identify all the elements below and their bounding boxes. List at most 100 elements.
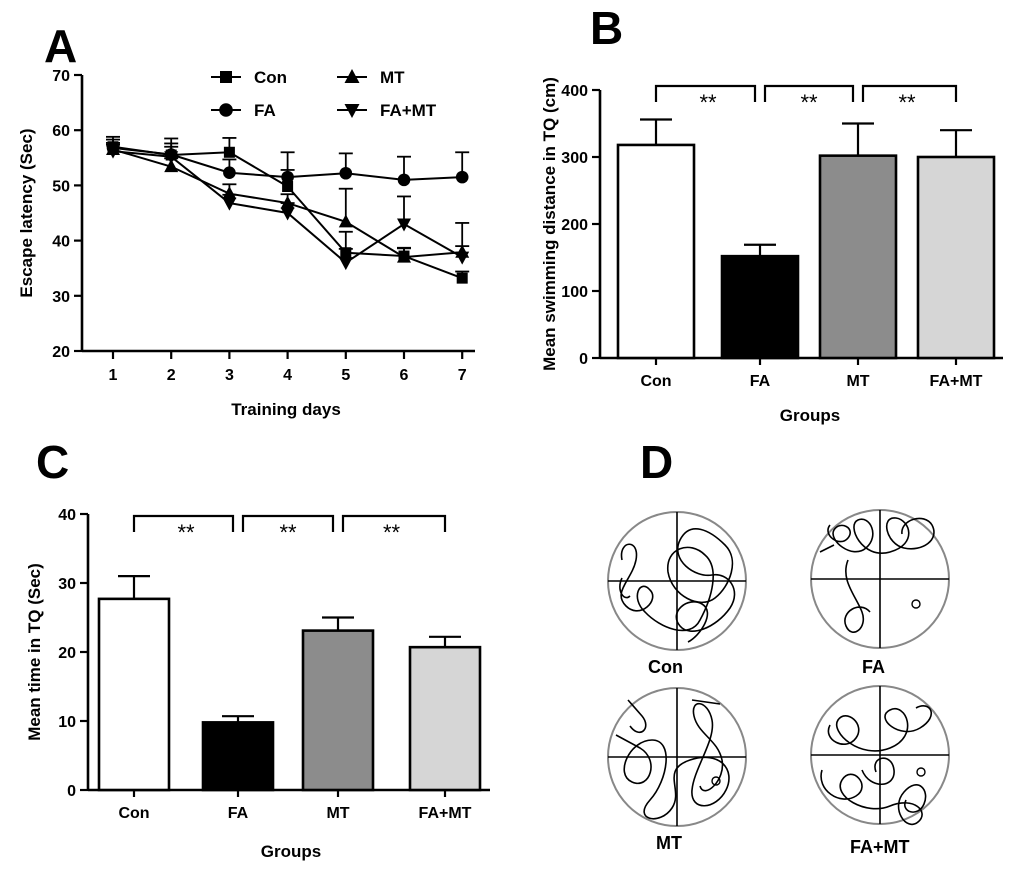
bar-mt xyxy=(818,154,898,360)
time-in-tq-chart: 0 10 20 30 40 Con FA MT FA+MT ** ** ** Groups Mean ti… xyxy=(25,507,490,861)
y-tick-label: 40 xyxy=(52,234,70,251)
legend-item: Con xyxy=(211,68,287,87)
x-tick-label: Con xyxy=(118,805,149,822)
significance-bracket: ** xyxy=(763,84,855,115)
x-tick-label: 6 xyxy=(400,367,409,384)
x-axis-title: Groups xyxy=(780,406,840,425)
swim-path xyxy=(819,517,935,633)
y-axis-title: Escape latency (Sec) xyxy=(17,128,36,297)
significance-bracket: ** xyxy=(241,514,335,545)
legend-item: FA+MT xyxy=(337,101,437,120)
marker-circle xyxy=(223,166,236,180)
x-tick-label: MT xyxy=(326,805,349,822)
bar-fa-mt xyxy=(916,155,996,360)
legend-label: FA xyxy=(254,101,276,120)
maze-label-con: Con xyxy=(648,657,683,677)
bar-fa xyxy=(720,254,800,360)
bracket-line xyxy=(132,514,235,532)
legend-item: FA xyxy=(211,101,276,120)
bar-con xyxy=(97,597,171,792)
legend-item: MT xyxy=(337,68,405,87)
marker-triangle-down xyxy=(338,257,353,271)
y-tick-label: 20 xyxy=(52,344,70,361)
y-tick-label: 10 xyxy=(58,714,76,731)
x-tick-label: FA+MT xyxy=(419,805,472,822)
significance-label: ** xyxy=(800,90,818,115)
maze-label-mt: MT xyxy=(656,833,682,853)
panel-letter-d: D xyxy=(640,436,673,488)
marker-triangle-down xyxy=(344,104,360,118)
swim-path xyxy=(820,705,933,825)
x-tick-label: Con xyxy=(640,373,671,390)
bar-con xyxy=(616,143,696,360)
bracket-line xyxy=(763,84,855,102)
x-tick-label: FA+MT xyxy=(930,373,983,390)
y-tick-label: 30 xyxy=(58,576,76,593)
bar-fa-mt xyxy=(408,645,482,792)
significance-label: ** xyxy=(279,520,297,545)
y-tick-label: 60 xyxy=(52,123,70,140)
maze-label-fa: FA xyxy=(862,657,885,677)
marker-circle xyxy=(339,166,353,180)
panel-letter-b: B xyxy=(590,2,623,54)
marker-circle xyxy=(397,173,411,187)
marker-square xyxy=(223,146,235,158)
y-tick-label: 40 xyxy=(58,507,76,524)
marker-triangle-down xyxy=(164,151,179,165)
swim-track-fa-mt: FA+MT xyxy=(810,685,950,857)
marker-triangle-down xyxy=(455,251,470,265)
x-tick-label: FA xyxy=(228,805,249,822)
bar-mt xyxy=(301,629,375,792)
y-tick-label: 300 xyxy=(561,150,588,167)
x-tick-label: 2 xyxy=(167,367,176,384)
significance-bracket: ** xyxy=(341,514,447,545)
marker-triangle-up xyxy=(222,186,237,200)
marker-triangle-down xyxy=(280,207,295,221)
marker-triangle-down xyxy=(222,197,237,211)
y-tick-label: 400 xyxy=(561,83,588,100)
series-fa-mt xyxy=(106,143,470,271)
panel-letter-a: A xyxy=(44,20,77,72)
swim-track-fa: FA xyxy=(810,509,950,677)
bracket-line xyxy=(241,514,335,532)
x-tick-label: 3 xyxy=(225,367,234,384)
marker-triangle-up xyxy=(164,159,179,173)
marker-triangle-up xyxy=(338,214,353,228)
marker-circle xyxy=(219,103,233,117)
marker-circle xyxy=(281,170,294,184)
x-tick-label: 7 xyxy=(458,367,467,384)
x-axis-title: Training days xyxy=(231,400,341,419)
x-tick-label: 1 xyxy=(109,367,118,384)
y-tick-label: 100 xyxy=(561,284,588,301)
marker-square xyxy=(282,181,294,193)
legend-label: Con xyxy=(254,68,287,87)
x-tick-label: 5 xyxy=(341,367,350,384)
y-tick-label: 50 xyxy=(52,178,70,195)
marker-circle xyxy=(455,170,469,184)
y-tick-label: 0 xyxy=(67,783,76,800)
swim-path xyxy=(619,528,736,643)
bracket-line xyxy=(341,514,447,532)
marker-square xyxy=(456,272,468,284)
panel-letter-c: C xyxy=(36,436,69,488)
marker-square xyxy=(220,71,232,83)
y-tick-label: 30 xyxy=(52,289,70,306)
marker-triangle-down xyxy=(397,218,411,232)
marker-triangle-down xyxy=(106,145,120,159)
swim-track-mt: MT xyxy=(607,687,747,853)
platform-marker xyxy=(711,776,721,786)
maze-label-fa-mt: FA+MT xyxy=(850,837,910,857)
bracket-line xyxy=(861,84,958,102)
x-axis-title: Groups xyxy=(261,842,321,861)
swim-track-con: Con xyxy=(607,511,747,677)
legend-label: MT xyxy=(380,68,405,87)
significance-bracket: ** xyxy=(132,514,235,545)
marker-triangle-up xyxy=(397,249,411,263)
significance-bracket: ** xyxy=(654,84,757,115)
significance-bracket: ** xyxy=(861,84,958,115)
x-tick-label: 4 xyxy=(283,367,292,384)
significance-label: ** xyxy=(898,90,916,115)
bar-fa xyxy=(201,721,275,792)
y-axis-title: Mean time in TQ (Sec) xyxy=(25,563,44,741)
